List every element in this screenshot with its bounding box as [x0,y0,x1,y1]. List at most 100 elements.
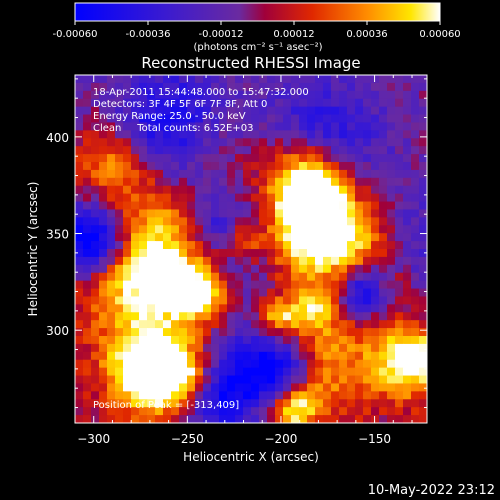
heatmap-cell [387,351,396,361]
heatmap-cell [115,233,124,242]
heatmap-cell [403,264,412,274]
heatmap-cell [275,82,284,92]
heatmap-cell [299,407,308,416]
heatmap-cell [411,154,420,163]
heatmap-cell [195,169,204,179]
heatmap-cell [243,343,252,353]
heatmap-cell [419,304,427,313]
heatmap-cell [275,399,284,408]
heatmap-cell [83,256,92,266]
heatmap-cell [243,193,252,203]
heatmap-cell [371,169,380,179]
heatmap-cell [403,225,412,234]
heatmap-cell [139,209,148,218]
heatmap-cell [211,130,220,139]
heatmap-cell [123,288,132,298]
heatmap-cell [379,249,388,258]
heatmap-cell [203,272,212,282]
heatmap-cell [91,82,100,92]
heatmap-cell [315,154,324,163]
heatmap-cell [259,122,268,131]
heatmap-cell [267,375,276,385]
heatmap-cell [211,272,220,282]
heatmap-cell [259,407,268,416]
heatmap-cell [323,138,332,147]
heatmap-cell [219,241,228,250]
heatmap-cell [331,162,340,171]
heatmap-cell [387,217,396,226]
heatmap-cell [339,375,348,385]
heatmap-cell [355,185,364,195]
heatmap-cell [347,193,356,203]
heatmap-cell [419,343,427,353]
heatmap-cell [387,225,396,234]
heatmap-cell [99,130,108,139]
heatmap-cell [99,399,108,408]
heatmap-cell [299,162,308,171]
heatmap-cell [235,177,244,187]
heatmap-cell [99,98,108,108]
heatmap-cell [147,383,156,392]
heatmap-cell [219,75,228,84]
heatmap-cell [331,336,340,345]
heatmap-cell [83,106,92,116]
heatmap-cell [91,407,100,416]
heatmap-cell [395,106,404,116]
heatmap-cell [107,351,116,361]
heatmap-cell [379,296,388,305]
heatmap-cell [83,209,92,218]
heatmap-cell [179,264,188,274]
heatmap-cell [91,185,100,195]
heatmap-cell [347,328,356,337]
heatmap-cell [283,399,292,408]
heatmap-cell [171,359,180,369]
heatmap-cell [115,177,124,187]
heatmap-cell [315,312,324,321]
heatmap-cell [91,351,100,361]
heatmap-cell [187,312,196,321]
heatmap-cell [403,391,412,400]
heatmap-cell [219,201,228,211]
heatmap-cell [323,122,332,131]
heatmap-cell [219,162,228,171]
heatmap-cell [331,383,340,392]
heatmap-cell [107,90,116,100]
heatmap-cell [179,185,188,195]
heatmap-cell [123,328,132,337]
heatmap-cell [251,90,260,100]
heatmap-cell [419,193,427,203]
heatmap-cell [419,296,427,305]
heatmap-cell [251,122,260,131]
heatmap-cell [307,249,316,258]
heatmap-cell [75,367,84,377]
heatmap-cell [403,320,412,329]
heatmap-cell [211,82,220,92]
heatmap-cell [403,122,412,131]
heatmap-cell [403,343,412,353]
heatmap-cell [131,399,140,408]
heatmap-cell [355,106,364,116]
heatmap-cell [139,415,148,423]
heatmap-cell [179,391,188,400]
heatmap-cell [371,367,380,377]
heatmap-cell [299,138,308,147]
heatmap-cell [235,280,244,290]
heatmap-cell [123,177,132,187]
heatmap-cell [91,162,100,171]
heatmap-cell [171,256,180,266]
heatmap-cell [203,193,212,203]
heatmap-cell [331,391,340,400]
heatmap-cell [99,138,108,147]
heatmap-cell [379,312,388,321]
heatmap-cell [243,375,252,385]
heatmap-cell [379,407,388,416]
heatmap-cell [163,233,172,242]
heatmap-cell [243,185,252,195]
heatmap-cell [195,114,204,124]
heatmap-cell [387,201,396,211]
heatmap-cell [259,249,268,258]
heatmap-cell [83,162,92,171]
heatmap-cell [179,375,188,385]
heatmap-cell [139,328,148,337]
heatmap-cell [163,375,172,385]
